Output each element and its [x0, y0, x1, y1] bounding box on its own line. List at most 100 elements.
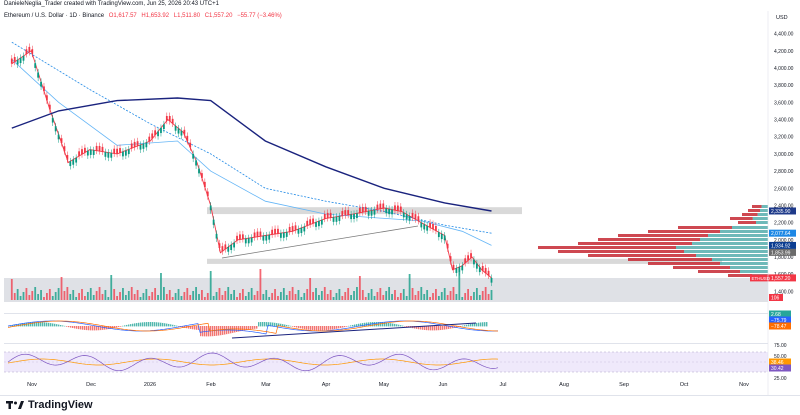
x-tick-label: Oct [680, 382, 689, 388]
macd-histogram-bar [192, 326, 194, 330]
volume-bar [177, 289, 180, 300]
candle-body [13, 57, 16, 62]
volume-bar [66, 287, 69, 300]
volume-bar [397, 297, 399, 300]
macd-histogram-bar [114, 326, 116, 328]
candle-body [101, 146, 104, 152]
candle-body [186, 135, 189, 142]
volume-bar [367, 293, 370, 300]
volume-bar [37, 294, 40, 300]
tradingview-logo[interactable]: TradingView [6, 399, 93, 411]
macd-histogram-bar [26, 322, 28, 327]
volume-bar [98, 287, 101, 300]
candle-body [437, 232, 440, 238]
candle-body [490, 277, 493, 283]
macd-histogram-bar [474, 323, 476, 327]
macd-histogram-bar [92, 326, 94, 331]
candle-body [89, 149, 92, 155]
x-tick-label: Jun [439, 382, 448, 388]
candle-body [180, 130, 183, 136]
macd-histogram-bar [486, 322, 488, 327]
macd-histogram-bar [184, 326, 186, 328]
volume-bar [452, 287, 455, 300]
volume-bar [394, 290, 396, 300]
volume-bar [122, 288, 124, 300]
y-tick-label: 4,400.00 [774, 32, 794, 38]
macd-value-label: −78.47 [771, 324, 787, 330]
volume-bar [429, 297, 431, 300]
macd-value-label: −75.79 [771, 318, 787, 324]
volume-bar [130, 287, 133, 300]
macd-histogram-bar [268, 322, 270, 327]
candle-body [329, 212, 332, 218]
volume-bar [405, 296, 408, 300]
macd-histogram-bar [102, 326, 104, 330]
macd-histogram-bar [278, 323, 280, 327]
macd-histogram-bar [462, 325, 464, 327]
volume-bar [145, 289, 148, 300]
volume-bar [22, 292, 25, 300]
candle-body [198, 168, 200, 174]
macd-histogram-bar [472, 323, 474, 327]
volume-bar [84, 296, 86, 300]
volume-bar [63, 291, 66, 300]
volume-bar [282, 288, 285, 300]
candle-body [81, 149, 83, 155]
macd-histogram-bar [330, 326, 332, 330]
candle-body [341, 211, 344, 216]
candle-body [440, 233, 443, 240]
volume-bar [230, 294, 233, 300]
volume-bar [81, 289, 83, 300]
macd-histogram-bar [46, 322, 48, 327]
volume-bar [195, 287, 197, 300]
macd-histogram-bar [100, 326, 102, 331]
symbol-header: Ethereum / U.S. Dollar · 1D · Binance O1… [4, 13, 285, 19]
scale-badge: 1,853.99 [771, 250, 791, 256]
volume-bar [10, 279, 13, 300]
candle-body [478, 267, 481, 273]
candle-body [259, 231, 262, 237]
macd-label-bg [769, 310, 791, 318]
macd-label-bg [769, 316, 791, 324]
candle-body [353, 213, 355, 220]
volume-bar [481, 291, 484, 300]
candle-body [323, 214, 326, 219]
macd-histogram-bar [146, 322, 148, 327]
volume-bar [198, 294, 200, 300]
volume-bar [60, 277, 63, 300]
candle-body [233, 242, 235, 248]
price-zone-0 [207, 207, 522, 215]
candle-body [84, 147, 86, 153]
candle-body [370, 210, 373, 216]
candle-body [145, 142, 148, 148]
volume-bar [446, 295, 449, 300]
candle-body [78, 151, 80, 157]
macd-histogram-bar [350, 325, 352, 327]
macd-histogram-bar [282, 324, 284, 327]
macd-label-bg [769, 322, 791, 330]
macd-histogram-bar [442, 326, 444, 330]
volume-bar [218, 288, 221, 300]
candle-body [315, 222, 317, 227]
macd-histogram-bar [94, 326, 96, 331]
volume-bar [157, 295, 159, 300]
volume-bar [54, 292, 57, 300]
macd-histogram-bar [44, 322, 46, 327]
macd-histogram-bar [298, 326, 300, 328]
macd-histogram-bar [120, 326, 122, 327]
macd-histogram-bar [386, 322, 388, 327]
macd-histogram-bar [482, 322, 484, 327]
macd-histogram-bar [484, 322, 486, 327]
volume-profile-buy-2 [757, 213, 768, 216]
volume-bar [233, 290, 235, 300]
macd-histogram-bar [420, 326, 422, 330]
macd-histogram-bar [76, 326, 78, 329]
candle-body [95, 145, 98, 151]
macd-histogram-bar [348, 325, 350, 327]
volume-profile-sell-9 [578, 242, 692, 245]
macd-histogram-bar [90, 326, 92, 331]
candle-body [139, 144, 142, 150]
volume-profile-sell-12 [588, 254, 696, 257]
volume-bar [40, 290, 42, 300]
